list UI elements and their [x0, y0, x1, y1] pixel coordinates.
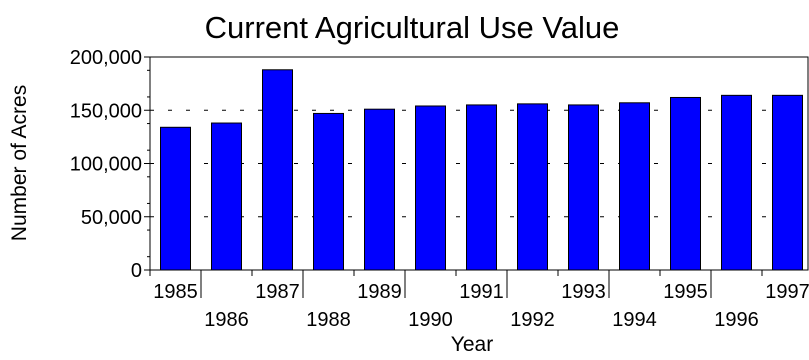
bar-1994: [620, 103, 650, 270]
x-tick-label: 1992: [510, 309, 555, 331]
x-axis-label: Year: [451, 333, 493, 356]
bar-1985: [161, 127, 191, 270]
bars: [161, 70, 803, 270]
bar-1993: [569, 105, 599, 270]
bar-1996: [722, 95, 752, 270]
x-tick-label: 1996: [714, 309, 759, 331]
y-tick-label: 100,000: [70, 154, 142, 176]
bar-1989: [365, 109, 395, 270]
x-tick-label: 1993: [561, 281, 606, 303]
x-tick-label: 1994: [612, 309, 657, 331]
x-tick-label: 1995: [663, 281, 708, 303]
y-axis-label: Number of Acres: [8, 85, 31, 241]
x-tick-label: 1997: [765, 281, 809, 303]
bar-1986: [212, 123, 242, 270]
bar-1995: [671, 97, 701, 270]
y-tick-label: 200,000: [70, 47, 142, 69]
bar-1990: [416, 106, 446, 270]
x-tick-label: 1985: [153, 281, 198, 303]
x-tick-label: 1989: [357, 281, 402, 303]
x-tick-label: 1991: [459, 281, 504, 303]
chart-title: Current Agricultural Use Value: [205, 10, 620, 45]
x-tick-label: 1988: [306, 309, 351, 331]
bar-1991: [467, 105, 497, 270]
x-tick-label: 1986: [204, 309, 249, 331]
y-tick-label: 0: [131, 260, 142, 282]
bar-1987: [263, 70, 293, 270]
x-tick-label: 1987: [255, 281, 300, 303]
bar-1988: [314, 113, 344, 270]
bar-1992: [518, 104, 548, 270]
bar-1997: [773, 95, 803, 270]
y-tick-label: 50,000: [81, 207, 142, 229]
y-tick-label: 150,000: [70, 100, 142, 122]
x-tick-label: 1990: [408, 309, 453, 331]
